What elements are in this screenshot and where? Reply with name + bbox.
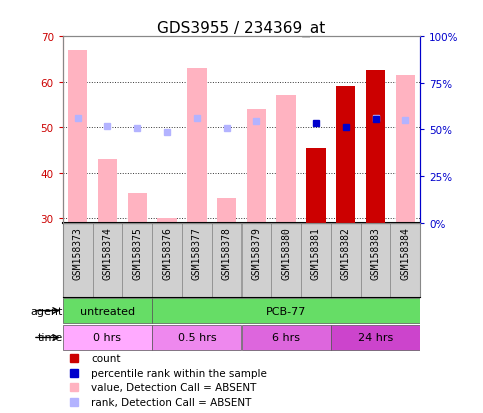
Text: GSM158373: GSM158373 xyxy=(72,227,83,280)
Text: GSM158384: GSM158384 xyxy=(400,227,411,280)
Bar xyxy=(68,51,87,223)
Text: 0 hrs: 0 hrs xyxy=(94,332,121,343)
Bar xyxy=(63,223,93,297)
Bar xyxy=(271,223,301,297)
Bar xyxy=(122,223,152,297)
Bar xyxy=(276,96,296,223)
Bar xyxy=(331,223,361,297)
Text: GSM158378: GSM158378 xyxy=(222,227,232,280)
Bar xyxy=(152,325,242,350)
Text: rank, Detection Call = ABSENT: rank, Detection Call = ABSENT xyxy=(91,396,252,407)
Text: PCB-77: PCB-77 xyxy=(266,306,306,316)
Bar xyxy=(301,223,331,297)
Bar xyxy=(390,223,420,297)
Bar xyxy=(242,223,271,297)
Title: GDS3955 / 234369_at: GDS3955 / 234369_at xyxy=(157,21,326,37)
Text: GSM158383: GSM158383 xyxy=(370,227,381,280)
Text: agent: agent xyxy=(30,306,63,316)
Bar xyxy=(212,223,242,297)
Text: 0.5 hrs: 0.5 hrs xyxy=(178,332,216,343)
Text: GSM158377: GSM158377 xyxy=(192,227,202,280)
Bar xyxy=(336,87,355,223)
Bar xyxy=(242,325,331,350)
Text: percentile rank within the sample: percentile rank within the sample xyxy=(91,368,267,378)
Text: 24 hrs: 24 hrs xyxy=(358,332,393,343)
Bar xyxy=(63,299,152,323)
Bar xyxy=(366,71,385,223)
Bar xyxy=(63,325,152,350)
Text: GSM158382: GSM158382 xyxy=(341,227,351,280)
Bar xyxy=(187,69,207,223)
Bar xyxy=(331,325,420,350)
Text: time: time xyxy=(38,332,63,343)
Bar xyxy=(128,194,147,223)
Bar xyxy=(152,223,182,297)
Text: GSM158376: GSM158376 xyxy=(162,227,172,280)
Text: GSM158375: GSM158375 xyxy=(132,227,142,280)
Text: 6 hrs: 6 hrs xyxy=(272,332,300,343)
Bar xyxy=(157,218,177,223)
Bar xyxy=(247,110,266,223)
Text: count: count xyxy=(91,353,121,363)
Bar xyxy=(366,71,385,223)
Text: GSM158381: GSM158381 xyxy=(311,227,321,280)
Bar xyxy=(182,223,212,297)
Text: value, Detection Call = ABSENT: value, Detection Call = ABSENT xyxy=(91,382,257,392)
Text: GSM158379: GSM158379 xyxy=(251,227,261,280)
Bar xyxy=(93,223,122,297)
Bar xyxy=(152,299,420,323)
Bar xyxy=(361,223,390,297)
Text: GSM158380: GSM158380 xyxy=(281,227,291,280)
Bar xyxy=(396,76,415,223)
Text: GSM158374: GSM158374 xyxy=(102,227,113,280)
Bar xyxy=(98,159,117,223)
Bar xyxy=(217,198,236,223)
Bar xyxy=(306,148,326,223)
Text: untreated: untreated xyxy=(80,306,135,316)
